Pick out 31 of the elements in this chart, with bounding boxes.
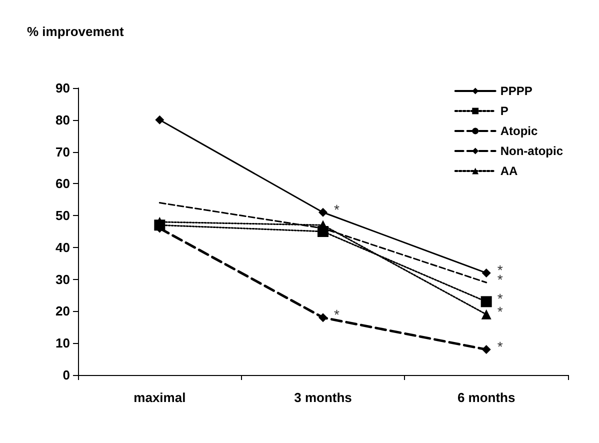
legend-label: P — [500, 104, 508, 118]
annotation: * — [334, 201, 340, 218]
y-tick-label: 30 — [56, 272, 70, 287]
point — [155, 115, 164, 124]
annotation: * — [497, 272, 504, 288]
y-tick-label: 10 — [56, 336, 70, 351]
legend-label: PPPP — [500, 84, 532, 98]
x-tick-label: maximal — [134, 390, 186, 405]
legend-label: Atopic — [500, 124, 538, 138]
y-tick-label: 50 — [56, 208, 70, 224]
point — [482, 344, 491, 354]
annotation: * — [497, 338, 504, 354]
y-tick-label: 70 — [56, 144, 70, 160]
legend-label: AA — [500, 164, 518, 178]
annotation: * — [334, 306, 340, 323]
x-tick-label: 3 months — [294, 390, 352, 405]
y-tick-label: 0 — [62, 368, 70, 382]
y-axis-title: % improvement — [27, 24, 124, 39]
y-tick-label: 80 — [56, 112, 70, 128]
y-tick-label: 20 — [56, 304, 70, 319]
x-tick-label: 6 months — [457, 390, 516, 405]
point — [318, 226, 328, 237]
point — [480, 296, 492, 308]
y-tick-label: 60 — [56, 176, 70, 192]
y-tick-label: 90 — [56, 80, 70, 96]
point — [481, 309, 492, 320]
point — [318, 313, 328, 322]
legend-label: Non-atopic — [500, 144, 564, 158]
y-tick-label: 40 — [56, 240, 70, 255]
point — [318, 208, 328, 217]
point — [482, 268, 491, 278]
